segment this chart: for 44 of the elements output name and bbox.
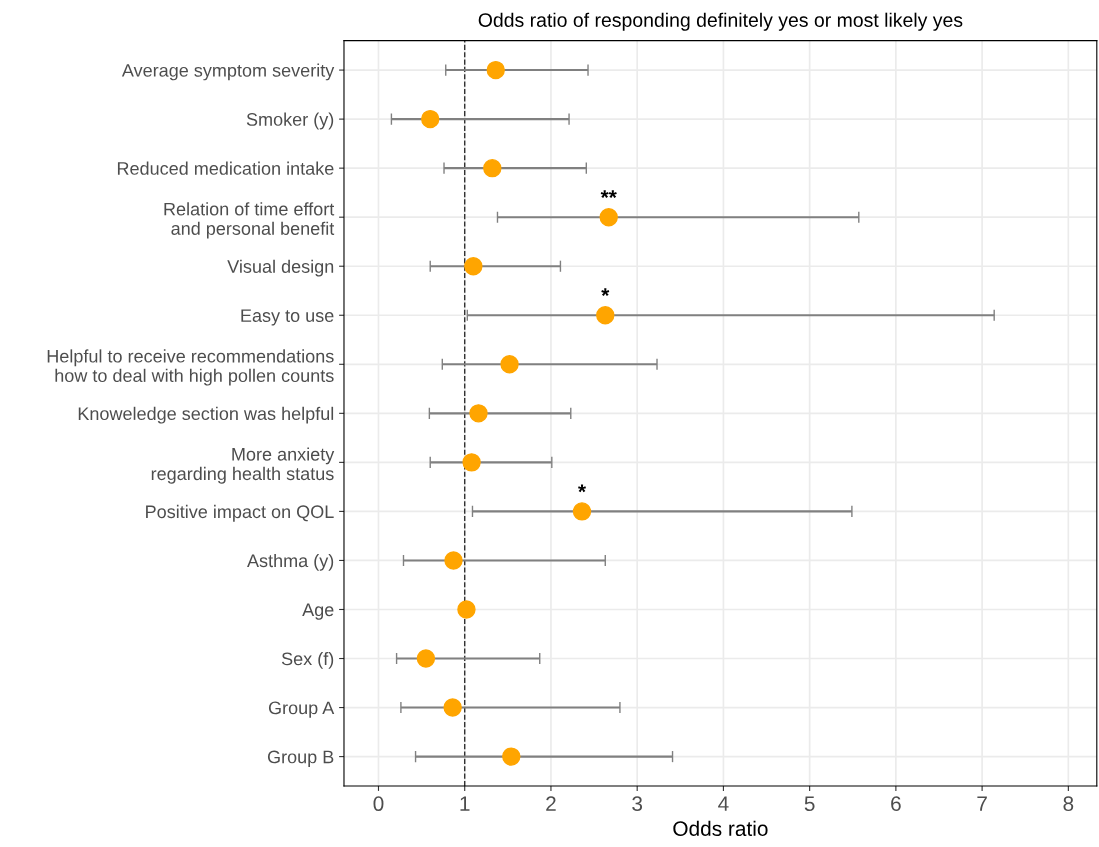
- x-tick-label: 6: [891, 796, 901, 812]
- y-tick-label: Group A: [268, 701, 335, 718]
- x-axis-title: Odds ratio: [673, 820, 768, 837]
- annotation: *: [601, 288, 610, 297]
- point: [486, 60, 505, 80]
- y-tick-label: Sex (f): [281, 651, 334, 669]
- y-tick-label: Asthma (y): [247, 553, 334, 571]
- point: [443, 698, 462, 717]
- y-tick-label: Smoker (y): [246, 112, 334, 130]
- x-tick-label: 1: [460, 796, 470, 811]
- point: [502, 747, 521, 766]
- y-tick-label: Reduced medication intake: [117, 161, 334, 175]
- y-tick-label: Helpful to receive recommendations how to deal with high pollen counts: [47, 349, 334, 386]
- x-tick-label: 4: [718, 796, 729, 811]
- point: [444, 551, 463, 570]
- x-tick-label: 5: [804, 796, 815, 812]
- point: [457, 600, 476, 619]
- x-tick-label: 8: [1063, 796, 1074, 812]
- point: [462, 453, 481, 472]
- y-tick-label: Easy to use: [241, 309, 334, 326]
- y-tick-label: More anxiety regarding health status: [151, 447, 335, 484]
- x-tick-label: 0: [373, 796, 384, 812]
- point: [483, 158, 502, 178]
- point: [469, 404, 488, 423]
- annotation: *: [578, 484, 587, 493]
- y-tick-label: Positive impact on QOL: [146, 504, 334, 522]
- point: [421, 109, 440, 129]
- point: [416, 649, 436, 668]
- point: [596, 306, 615, 325]
- y-tick-label: Visual design: [227, 259, 334, 277]
- y-tick-label: Average symptom severity: [121, 63, 335, 81]
- y-tick-label: Group B: [267, 750, 334, 767]
- chart-title: Odds ratio of responding definitely yes or most likely yes: [478, 12, 963, 31]
- point: [572, 502, 592, 521]
- y-tick-label: Relation of time effort and personal benefit: [164, 202, 335, 239]
- x-tick-label: 7: [977, 796, 987, 811]
- point: [464, 257, 483, 276]
- x-tick-label: 3: [632, 796, 643, 812]
- point: [599, 207, 618, 227]
- point: [500, 355, 519, 374]
- annotation: **: [600, 190, 617, 198]
- x-tick-label: 2: [546, 796, 556, 811]
- y-tick-label: Knoweledge section was helpful: [78, 406, 334, 424]
- y-tick-label: Age: [302, 603, 334, 620]
